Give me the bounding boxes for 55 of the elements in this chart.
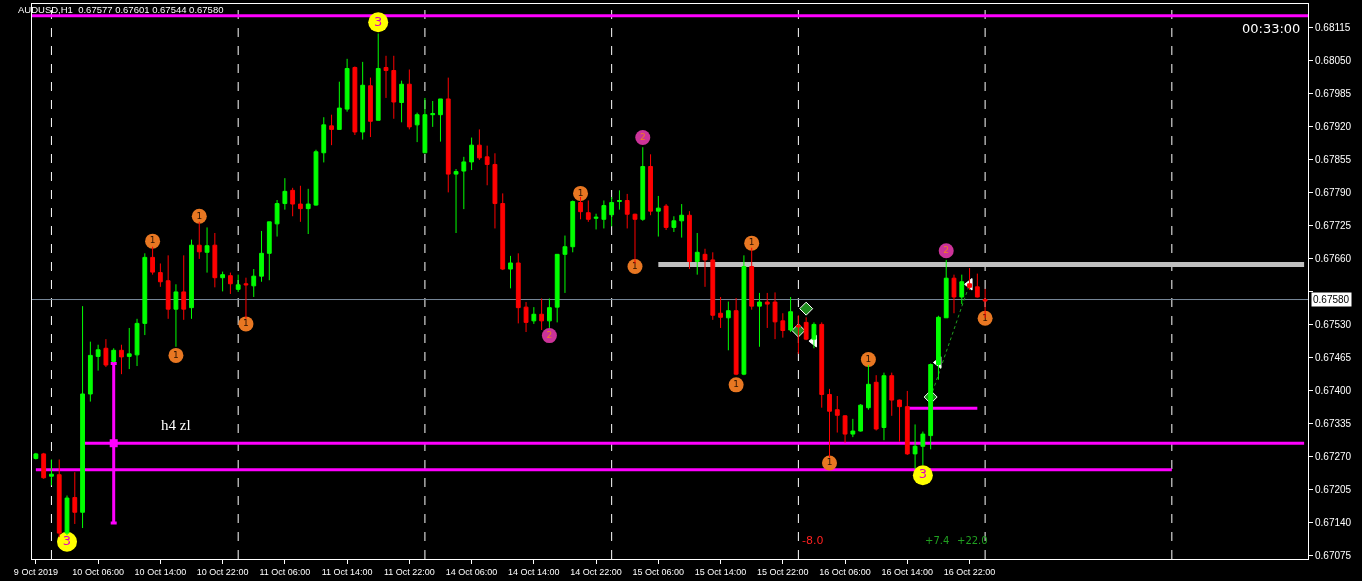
x-tick-label: 10 Oct 14:00: [134, 566, 187, 577]
y-tick-label: 0.67725: [1315, 220, 1352, 232]
text: 1: [826, 457, 833, 468]
x-tick-label: 16 Oct 06:00: [819, 566, 871, 577]
text: 1: [173, 349, 179, 360]
annotation: h4 zl: [161, 417, 191, 433]
x-tick-label: 14 Oct 14:00: [508, 566, 560, 577]
text: 2: [943, 245, 950, 256]
y-tick-label: 0.67075: [1315, 550, 1352, 562]
y-tick-label: 0.67530: [1315, 319, 1352, 331]
annotation: -8.0: [802, 534, 824, 547]
x-tick-label: 9 Oct 2019: [13, 566, 58, 577]
y-tick-label: 0.67335: [1315, 418, 1352, 430]
y-tick-label: 0.67660: [1315, 253, 1352, 265]
y-tick-label: 0.67400: [1315, 385, 1352, 397]
series-label: 1: [243, 318, 249, 329]
text: 1: [748, 237, 755, 248]
y-tick-label: 0.68115: [1315, 22, 1351, 34]
x-tick-label: 11 Oct 22:00: [383, 566, 435, 577]
y-tick-label: 0.67790: [1315, 187, 1352, 199]
annotation: +22.0: [957, 535, 988, 546]
x-tick-label: 16 Oct 22:00: [943, 566, 996, 577]
text: 1: [149, 235, 156, 246]
x-tick-label: 14 Oct 06:00: [445, 566, 498, 577]
text: 2: [639, 131, 646, 142]
x-tick-label: 10 Oct 22:00: [196, 566, 249, 577]
text: 3: [918, 466, 928, 482]
x-tick-label: 16 Oct 14:00: [881, 566, 934, 577]
x-tick-label: 15 Oct 14:00: [694, 566, 747, 577]
series-label: 2: [546, 329, 553, 340]
x-tick-label: 15 Oct 22:00: [757, 566, 809, 577]
text: 1: [982, 312, 988, 323]
x-tick-label: 14 Oct 22:00: [570, 566, 622, 577]
y-tick-label: 0.67465: [1315, 352, 1352, 364]
y-tick-label: 0.68050: [1315, 55, 1352, 67]
y-tick-label: 0.67855: [1315, 154, 1352, 166]
annotation: 00:33:00: [1242, 21, 1301, 36]
x-tick-label: 10 Oct 06:00: [72, 566, 124, 577]
y-tick-label: 0.67140: [1315, 517, 1352, 529]
text: 3: [374, 13, 383, 29]
annotation: +7.4: [925, 535, 950, 546]
text: 1: [733, 379, 739, 390]
text: 1: [196, 210, 203, 221]
y-tick-label: 0.67920: [1315, 121, 1352, 133]
text: 1: [865, 353, 872, 364]
y-tick-label: 0.67205: [1315, 484, 1352, 496]
ref-line-label: 0.67580: [1313, 294, 1350, 305]
series-label: 3: [62, 532, 72, 548]
x-tick-label: 15 Oct 06:00: [632, 566, 685, 577]
y-tick-label: 0.67985: [1315, 88, 1352, 100]
text: 1: [632, 260, 638, 271]
x-tick-label: 11 Oct 14:00: [321, 566, 373, 577]
x-tick-label: 11 Oct 06:00: [259, 566, 311, 577]
text: 1: [577, 187, 584, 198]
y-tick-label: 0.67270: [1315, 451, 1352, 463]
